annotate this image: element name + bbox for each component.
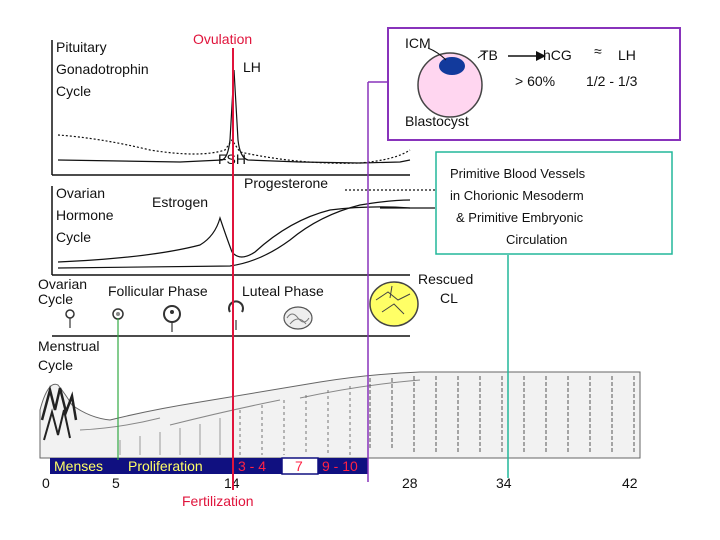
day-42-label: 42 xyxy=(622,475,638,491)
rescued-label-2: CL xyxy=(440,290,458,306)
lh-label: LH xyxy=(243,59,261,75)
follicle-1 xyxy=(65,309,75,328)
menstrual-label-1: Menstrual xyxy=(38,338,99,354)
progesterone-curve xyxy=(57,199,411,269)
hormone-label-3: Cycle xyxy=(56,229,91,245)
estrogen-label: Estrogen xyxy=(152,194,208,210)
day-3-4-label: 3 - 4 xyxy=(238,458,266,474)
follicle-2 xyxy=(112,308,124,320)
percent-label: > 60% xyxy=(515,73,555,89)
day-0-label: 0 xyxy=(42,475,50,491)
day-9-10-label: 9 - 10 xyxy=(322,458,358,474)
estrogen-curve xyxy=(57,206,411,263)
day-5-label: 5 xyxy=(112,475,120,491)
vessels-line-2: in Chorionic Mesoderm xyxy=(450,188,584,203)
lh-curve xyxy=(57,69,411,164)
vessels-line-1: Primitive Blood Vessels xyxy=(450,166,586,181)
approx-symbol: ≈ xyxy=(594,43,602,59)
day-28-label: 28 xyxy=(402,475,418,491)
fertilization-label: Fertilization xyxy=(182,493,254,509)
pituitary-label-1: Pituitary xyxy=(56,39,107,55)
day-7-label: 7 xyxy=(295,458,303,474)
ruptured-follicle xyxy=(228,300,244,330)
ratio-label: 1/2 - 1/3 xyxy=(586,73,638,89)
inner-cell-mass xyxy=(439,57,465,75)
vessels-line-3: & Primitive Embryonic xyxy=(456,210,584,225)
follicle-3 xyxy=(163,305,181,332)
day-7-box xyxy=(281,457,319,475)
rescued-corpus-luteum xyxy=(369,281,419,327)
fsh-curve xyxy=(57,134,411,164)
pituitary-label-3: Cycle xyxy=(56,83,91,99)
blastocyst-label: Blastocyst xyxy=(405,113,469,129)
hcg-label: hCG xyxy=(543,47,572,63)
vessels-box xyxy=(435,151,673,255)
follicular-phase-label: Follicular Phase xyxy=(108,283,208,299)
blastocyst-sphere xyxy=(417,52,483,118)
endometrium-illustration xyxy=(39,371,641,459)
pituitary-label-2: Gonadotrophin xyxy=(56,61,149,77)
tb-label: TB xyxy=(480,47,498,63)
menses-label: Menses xyxy=(54,458,103,474)
rescued-label-1: Rescued xyxy=(418,271,473,287)
proliferation-label: Proliferation xyxy=(128,458,203,474)
ovulation-label: Ovulation xyxy=(193,31,252,47)
ovarian-cycle-label-1: Ovarian xyxy=(38,276,87,292)
hormone-label-1: Ovarian xyxy=(56,185,105,201)
progesterone-label: Progesterone xyxy=(244,175,328,191)
hormone-label-2: Hormone xyxy=(56,207,114,223)
icm-pointer xyxy=(427,47,447,61)
tb-pointer xyxy=(477,51,487,59)
menstrual-label-2: Cycle xyxy=(38,357,73,373)
icm-label: ICM xyxy=(405,35,431,51)
day-14-label: 14 xyxy=(224,475,240,491)
day-34-label: 34 xyxy=(496,475,512,491)
ovarian-cycle-label-2: Cycle xyxy=(38,291,73,307)
corpus-luteum xyxy=(283,306,313,330)
luteal-phase-label: Luteal Phase xyxy=(242,283,324,299)
vessels-line-4: Circulation xyxy=(506,232,567,247)
lh-box-label: LH xyxy=(618,47,636,63)
hcg-arrowhead xyxy=(536,51,546,61)
